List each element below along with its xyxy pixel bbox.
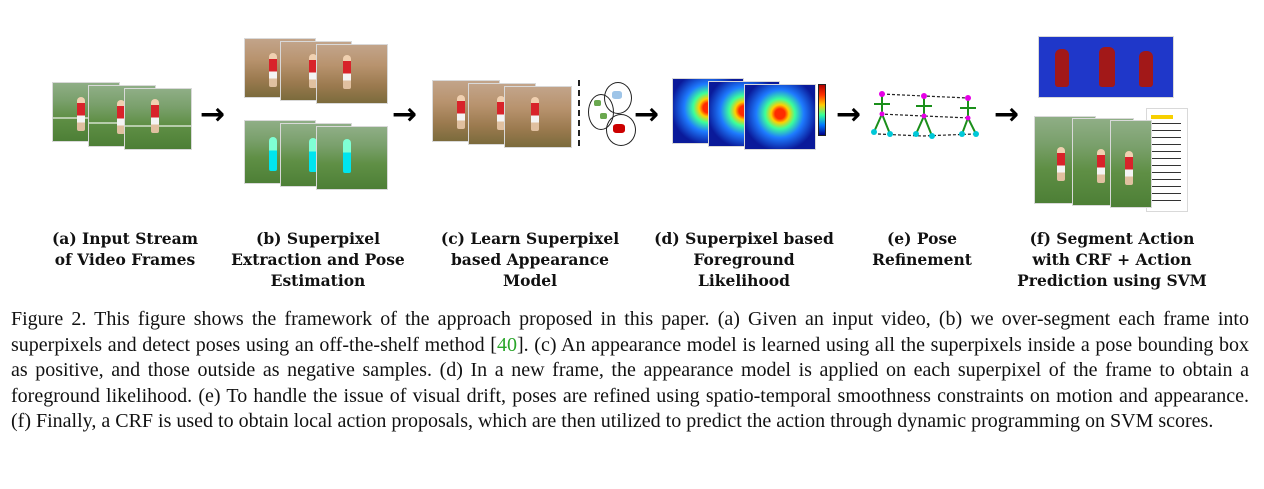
- right-arrow-icon: →: [200, 97, 226, 132]
- caption-text: ]. (c) An appearance model is learned us…: [11, 333, 1249, 433]
- likelihood-heatmap: [744, 84, 816, 150]
- colorbar: [818, 84, 826, 136]
- stage-label-f: (f) Segment Action with CRF + Action Pre…: [1017, 229, 1207, 290]
- stage-f-segment-predict: [1034, 36, 1190, 212]
- right-arrow-icon: →: [634, 97, 660, 132]
- stage-label-d: (d) Superpixel based Foreground Likeliho…: [654, 229, 834, 290]
- stage-c-appearance-model: [432, 80, 642, 160]
- framework-figure: → →: [51, 36, 1207, 290]
- svm-score-table: [1146, 108, 1188, 212]
- stage-label-b: (b) Superpixel Extraction and Pose Estim…: [231, 229, 405, 290]
- citation-link[interactable]: 40: [496, 333, 517, 356]
- stage-d-foreground-likelihood: [672, 78, 832, 154]
- pose-frame: [316, 126, 388, 190]
- stage-a-input-frames: [52, 82, 192, 152]
- superpixel-frame: [316, 44, 388, 104]
- stage-b-superpixels-pose: [244, 38, 392, 198]
- stage-label-e: (e) Pose Refinement: [872, 229, 972, 269]
- stage-label-a: (a) Input Stream of Video Frames: [51, 229, 199, 269]
- segmentation-mask: [1038, 36, 1174, 98]
- stage-label-c: (c) Learn Superpixel based Appearance Mo…: [440, 229, 620, 290]
- superpixel-frame: [504, 86, 572, 148]
- caption-text: Figure 2. This figure shows the framewor…: [11, 308, 1249, 356]
- stage-e-pose-refinement: [871, 91, 979, 139]
- figure-caption: Figure 2. This figure shows the framewor…: [11, 307, 1249, 435]
- video-frame: [124, 88, 192, 150]
- right-arrow-icon: →: [836, 97, 862, 132]
- action-frame: [1110, 120, 1152, 208]
- separator-dashed-line: [578, 80, 580, 146]
- right-arrow-icon: →: [994, 97, 1020, 132]
- right-arrow-icon: →: [392, 97, 418, 132]
- positive-cluster-blue: [604, 82, 632, 114]
- positive-cluster-red: [606, 114, 636, 146]
